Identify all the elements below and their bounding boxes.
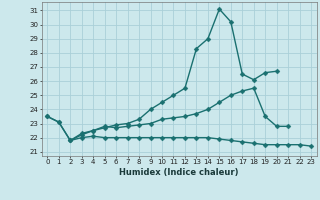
X-axis label: Humidex (Indice chaleur): Humidex (Indice chaleur) [119, 168, 239, 177]
